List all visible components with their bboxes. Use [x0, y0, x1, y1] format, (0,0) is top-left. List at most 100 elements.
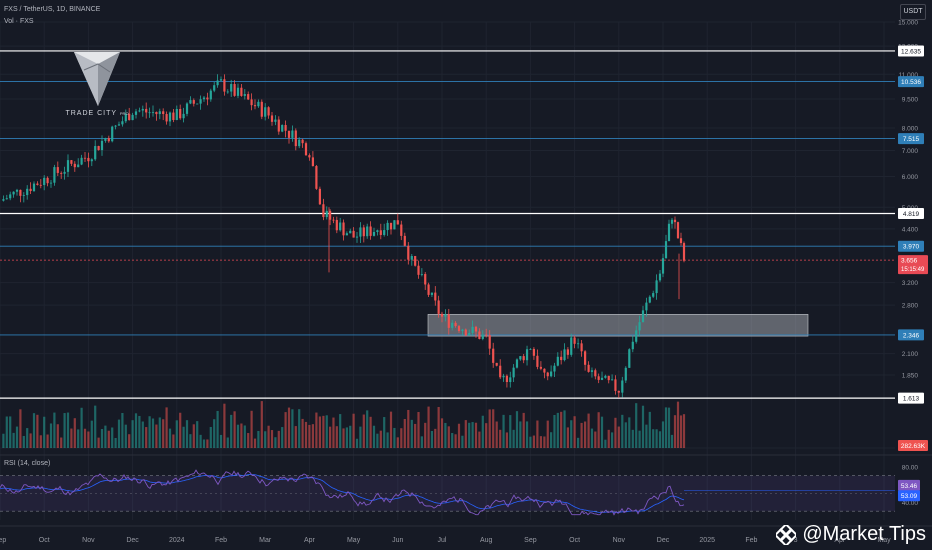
candle: [550, 371, 553, 377]
x-tick-label: Dec: [657, 537, 670, 544]
candle: [440, 313, 444, 317]
level-label-bg: [898, 329, 924, 341]
candle: [70, 160, 73, 164]
currency-button[interactable]: USDT: [900, 4, 926, 20]
volume-bar: [417, 412, 420, 448]
volume-bar: [46, 434, 49, 448]
candle: [311, 157, 314, 167]
candle: [66, 160, 70, 172]
volume-bar: [474, 422, 478, 448]
volume-bar: [403, 419, 406, 448]
volume-bar: [587, 413, 590, 448]
candle: [414, 256, 417, 266]
volume-bar: [121, 412, 124, 448]
level-label: 2.346: [903, 332, 920, 339]
volume-bar: [56, 424, 59, 448]
volume-bar: [287, 407, 291, 448]
candle: [36, 183, 39, 185]
volume-bar: [339, 414, 342, 448]
candle: [250, 99, 253, 106]
volume-bar: [594, 431, 597, 448]
volume-bar: [60, 437, 63, 448]
candle: [430, 292, 434, 295]
volume-bar: [281, 427, 284, 448]
volume-bar: [355, 438, 359, 448]
candle: [556, 356, 559, 366]
candle: [339, 222, 342, 231]
volume-bar: [36, 414, 39, 448]
level-label-bg: [898, 208, 924, 220]
volume-bar: [2, 433, 5, 448]
candle: [145, 108, 148, 113]
volume-bar: [362, 414, 365, 448]
y-tick-label: 2.800: [902, 303, 919, 310]
candle: [43, 177, 46, 186]
candle: [73, 163, 76, 168]
candle: [437, 300, 440, 314]
level-label-bg: [898, 133, 924, 145]
candle: [485, 334, 488, 336]
volume-bar: [63, 413, 66, 448]
candle: [481, 334, 484, 339]
x-tick-label: Nov: [613, 537, 626, 544]
candle: [49, 182, 53, 184]
volume-bar: [199, 434, 202, 448]
countdown-label: 15:15:49: [901, 267, 925, 273]
candle: [400, 224, 403, 236]
candle: [182, 113, 185, 119]
volume-bar: [573, 416, 576, 448]
volume-bar: [610, 432, 614, 448]
volume-bar: [192, 424, 195, 448]
candle: [80, 157, 83, 165]
x-tick-label: Apr: [834, 537, 846, 544]
candle: [604, 375, 607, 378]
candle: [522, 356, 525, 361]
volume-bar: [658, 431, 662, 448]
volume-bar: [53, 412, 56, 448]
volume-title: Vol · FXS: [4, 18, 34, 25]
candle: [19, 189, 22, 196]
candle: [635, 330, 638, 342]
candle: [97, 146, 100, 151]
candle: [342, 222, 345, 236]
candle: [53, 167, 56, 183]
candle: [100, 140, 104, 151]
candle: [379, 230, 382, 235]
volume-bar: [349, 425, 352, 448]
volume-bar: [631, 429, 634, 448]
volume-bar: [584, 421, 587, 448]
candle: [376, 230, 379, 232]
volume-bar: [400, 428, 403, 448]
candle: [617, 390, 620, 393]
volume-bar: [454, 434, 457, 448]
volume-bar: [322, 415, 325, 448]
candle: [488, 335, 491, 349]
volume-bar: [162, 419, 165, 448]
volume-bar: [100, 428, 104, 448]
candle: [253, 105, 257, 107]
candle: [389, 222, 393, 230]
level-label: 4.819: [903, 211, 920, 218]
volume-bar: [410, 419, 413, 448]
volume-bar: [134, 413, 138, 448]
volume-bar: [437, 406, 440, 448]
volume-bar: [253, 438, 257, 448]
candle: [291, 130, 294, 138]
level-label-bg: [898, 76, 924, 88]
candle: [543, 368, 546, 373]
volume-bar: [468, 422, 471, 448]
volume-bar: [148, 416, 151, 448]
volume-bar: [168, 428, 172, 448]
level-label: 7.515: [903, 136, 920, 143]
volume-bar: [264, 431, 267, 448]
volume-bar: [676, 401, 680, 448]
candle: [39, 184, 42, 186]
candle: [179, 108, 182, 119]
candle: [536, 355, 539, 367]
volume-bar: [26, 428, 29, 448]
volume-bar: [87, 431, 90, 448]
volume-bar: [550, 432, 553, 448]
candle: [621, 380, 624, 393]
volume-bar: [580, 422, 583, 448]
